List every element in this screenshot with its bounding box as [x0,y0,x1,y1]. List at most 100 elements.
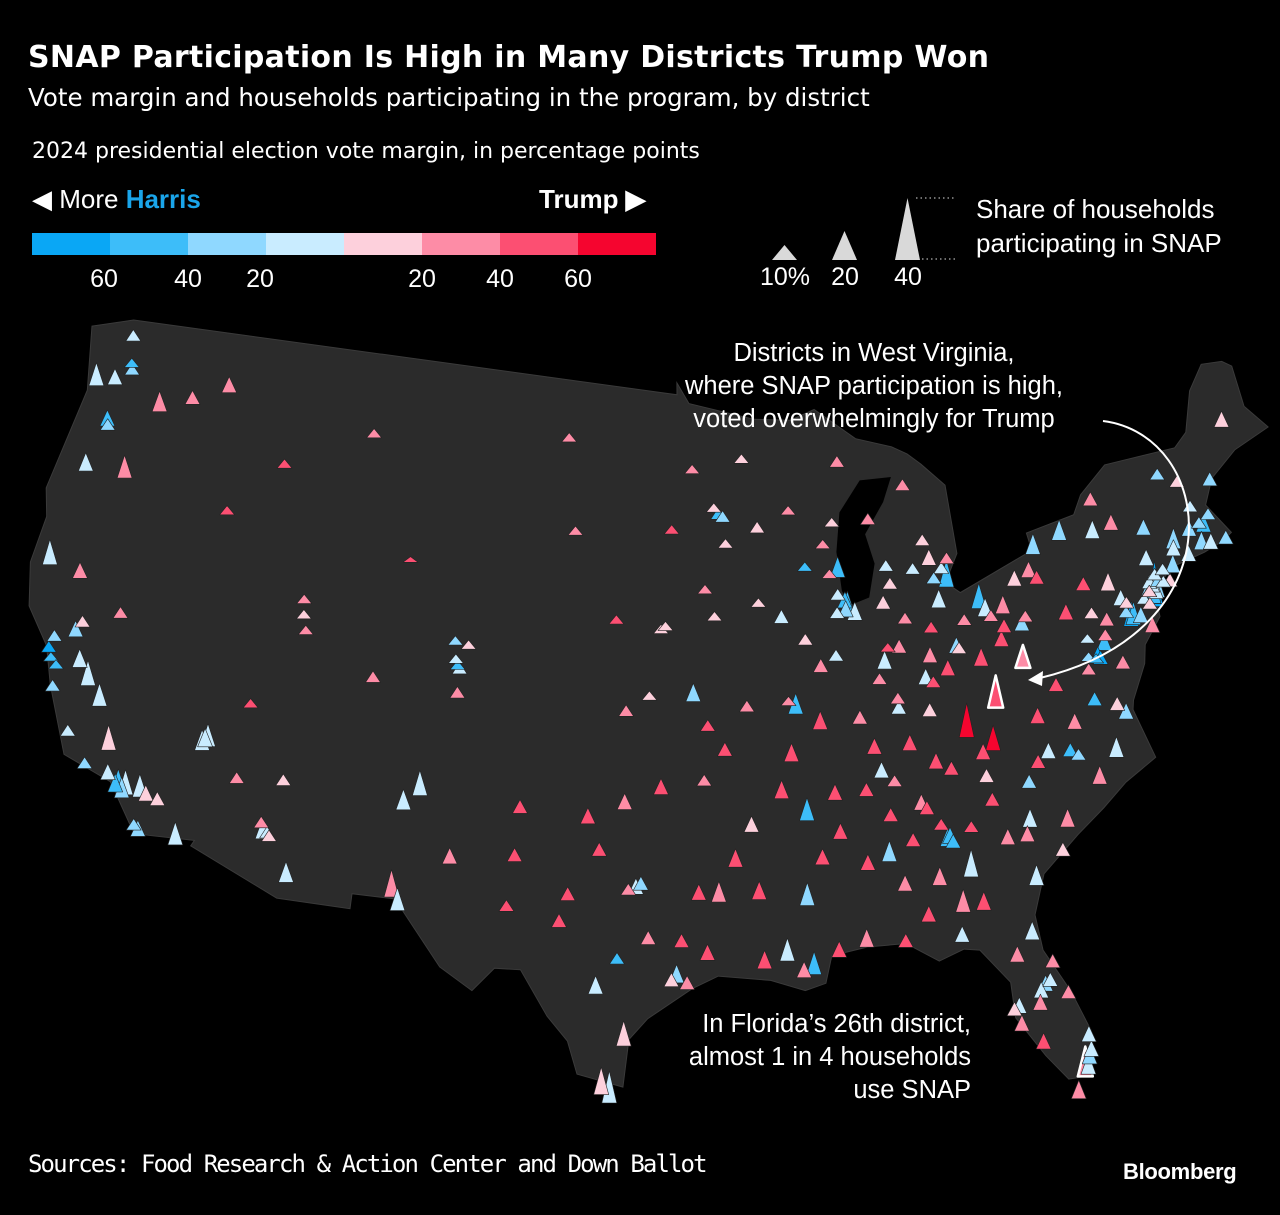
district-marker [100,724,117,751]
district-marker [1118,596,1135,609]
district-marker [591,842,608,857]
district-marker [699,719,716,732]
district-marker [88,362,105,386]
district-marker [1109,696,1125,711]
district-marker [866,737,883,755]
district-marker [921,702,938,717]
callout-arrowhead [1028,671,1043,686]
district-marker [673,933,690,948]
district-marker [167,821,184,846]
more-harris-label: ◀ More Harris [32,184,201,215]
color-bin [110,233,188,255]
district-marker [733,453,750,464]
district-marker [1022,808,1038,828]
district-marker [1029,707,1046,724]
district-marker [894,478,911,491]
district-marker [1154,562,1171,576]
district-marker [699,943,716,961]
district-marker [1135,518,1152,536]
district-marker [1118,605,1134,618]
district-marker [615,1020,632,1047]
florida-annotation: In Florida’s 26th district, almost 1 in … [640,1008,971,1107]
district-marker [943,760,960,776]
district-marker [1141,584,1158,598]
district-marker [1138,549,1154,566]
district-marker [925,675,942,688]
color-bin [500,233,578,255]
district-marker [685,682,702,702]
district-marker [1100,572,1116,592]
district-marker [837,600,854,618]
district-marker [498,899,515,912]
district-marker [275,773,292,786]
size-legend-triangle-large [895,198,920,260]
district-marker [923,620,939,634]
district-marker [74,615,91,628]
district-marker [1028,864,1045,886]
district-marker [512,799,528,814]
district-marker [149,791,166,806]
district-marker [922,646,938,664]
district-marker [1155,575,1172,588]
district-marker [1019,825,1036,843]
district-marker [1082,491,1099,507]
district-marker [125,329,142,342]
size-label: 10% [759,263,811,291]
district-marker [928,752,944,770]
size-legend-title: Share of households participating in SNA… [976,192,1222,260]
district-marker [1014,614,1030,632]
district-marker [276,458,293,469]
district-marker [999,828,1016,846]
district-marker [99,418,116,431]
district-marker [963,820,980,833]
district-marker [1103,513,1119,531]
district-marker [799,797,815,822]
district-marker [750,597,767,608]
district-marker [696,774,713,787]
size-legend [772,197,955,260]
district-marker [905,832,921,847]
district-marker [506,847,523,862]
trump-label: Trump ▶ [539,184,646,214]
annotation-line: voted overwhelmingly for Trump [693,405,1055,433]
district-marker [1025,533,1041,555]
district-marker [814,848,831,866]
district-marker [1071,1079,1087,1100]
size-legend-triangle-medium [832,231,857,260]
district-marker [897,933,914,948]
district-marker [1200,507,1216,520]
district-marker [919,800,935,815]
district-marker [684,464,700,474]
district-marker [72,561,88,579]
district-marker [559,886,576,901]
color-bin [344,233,422,255]
district-marker [879,642,896,653]
annotation-line: use SNAP [853,1076,971,1104]
district-marker [690,883,707,901]
district-marker [297,624,314,635]
district-marker [1006,1001,1023,1017]
district-marker [933,818,950,831]
district-marker [975,743,991,760]
district-marker [1079,633,1096,644]
district-marker [773,609,790,624]
district-marker [107,368,123,385]
district-marker [891,638,907,654]
district-marker [743,815,760,833]
annotation-line: where SNAP participation is high, [685,372,1063,400]
district-marker [383,869,400,898]
district-marker [1081,1025,1097,1043]
district-marker [1118,702,1134,720]
district-marker [460,639,477,650]
district-marker [859,512,876,525]
district-marker [823,517,840,528]
district-marker [984,791,1001,807]
district-marker [1096,631,1113,651]
district-marker [697,584,713,595]
district-marker [402,556,419,563]
district-marker [711,881,727,903]
district-marker [40,640,57,653]
district-marker [931,866,948,886]
district-marker [43,651,59,662]
district-marker [933,561,950,574]
